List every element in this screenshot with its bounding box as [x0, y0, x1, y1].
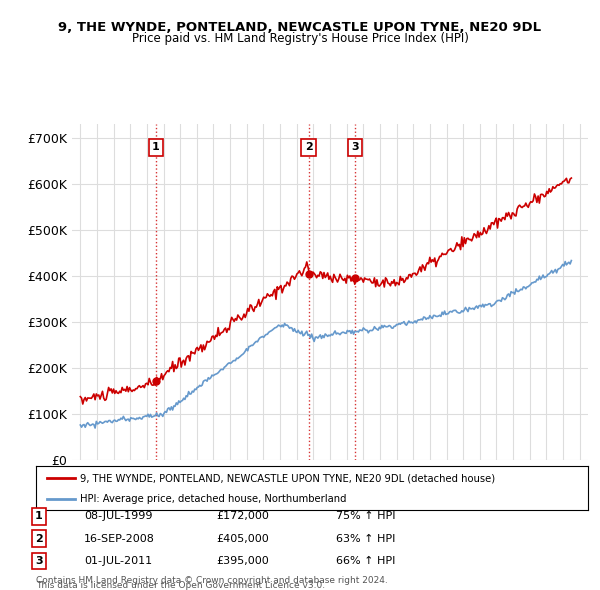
Text: Price paid vs. HM Land Registry's House Price Index (HPI): Price paid vs. HM Land Registry's House …	[131, 32, 469, 45]
Text: 9, THE WYNDE, PONTELAND, NEWCASTLE UPON TYNE, NE20 9DL (detached house): 9, THE WYNDE, PONTELAND, NEWCASTLE UPON …	[80, 474, 495, 483]
Text: £405,000: £405,000	[216, 534, 269, 543]
Text: 3: 3	[351, 142, 359, 152]
Text: 9, THE WYNDE, PONTELAND, NEWCASTLE UPON TYNE, NE20 9DL: 9, THE WYNDE, PONTELAND, NEWCASTLE UPON …	[58, 21, 542, 34]
Text: HPI: Average price, detached house, Northumberland: HPI: Average price, detached house, Nort…	[80, 494, 347, 504]
Text: 16-SEP-2008: 16-SEP-2008	[84, 534, 155, 543]
Text: £172,000: £172,000	[216, 512, 269, 521]
Text: 2: 2	[35, 534, 43, 543]
Text: 2: 2	[305, 142, 313, 152]
Text: This data is licensed under the Open Government Licence v3.0.: This data is licensed under the Open Gov…	[36, 581, 325, 590]
Text: 63% ↑ HPI: 63% ↑ HPI	[336, 534, 395, 543]
Text: 1: 1	[152, 142, 160, 152]
Text: Contains HM Land Registry data © Crown copyright and database right 2024.: Contains HM Land Registry data © Crown c…	[36, 576, 388, 585]
Text: 1: 1	[35, 512, 43, 521]
Text: 08-JUL-1999: 08-JUL-1999	[84, 512, 152, 521]
Text: 3: 3	[35, 556, 43, 566]
Text: 01-JUL-2011: 01-JUL-2011	[84, 556, 152, 566]
Text: 75% ↑ HPI: 75% ↑ HPI	[336, 512, 395, 521]
Text: 66% ↑ HPI: 66% ↑ HPI	[336, 556, 395, 566]
Text: £395,000: £395,000	[216, 556, 269, 566]
